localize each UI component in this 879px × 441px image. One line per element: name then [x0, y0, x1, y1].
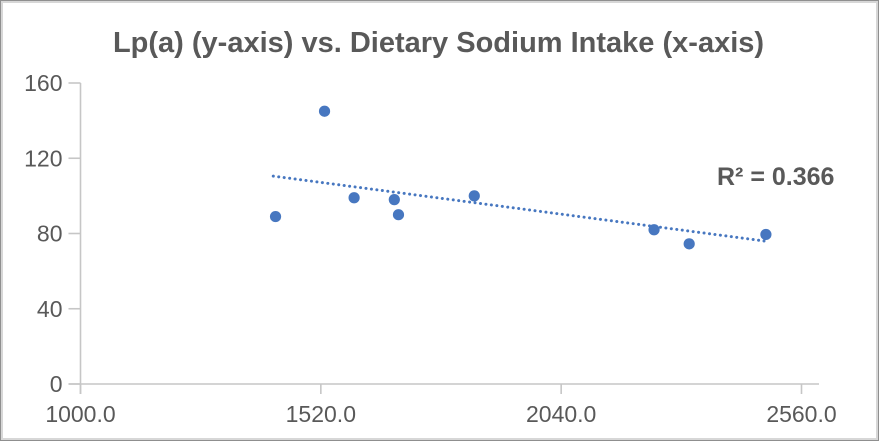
data-point: [348, 192, 360, 204]
x-axis-tick-label: 2040.0: [526, 401, 596, 427]
x-axis-tick-label: 1520.0: [286, 401, 356, 427]
y-axis-tick-label: 160: [24, 70, 62, 96]
y-axis-tick-label: 40: [37, 296, 63, 322]
data-point: [468, 190, 480, 202]
data-point: [269, 210, 282, 223]
data-point: [683, 238, 695, 250]
y-axis-tick-label: 120: [24, 145, 62, 171]
trendline: [271, 174, 767, 243]
data-point: [392, 209, 405, 221]
y-axis-tick-label: 80: [37, 221, 63, 247]
data-point: [318, 105, 331, 117]
y-axis-tick-label: 0: [50, 371, 63, 397]
r-squared-annotation: R² = 0.366: [717, 163, 835, 191]
x-axis-tick-label: 1000.0: [45, 401, 115, 427]
data-point: [388, 194, 400, 206]
x-axis-tick-label: 2560.0: [766, 401, 836, 427]
data-point: [760, 228, 772, 241]
data-point: [648, 224, 660, 236]
chart-title: Lp(a) (y-axis) vs. Dietary Sodium Intake…: [112, 27, 765, 59]
